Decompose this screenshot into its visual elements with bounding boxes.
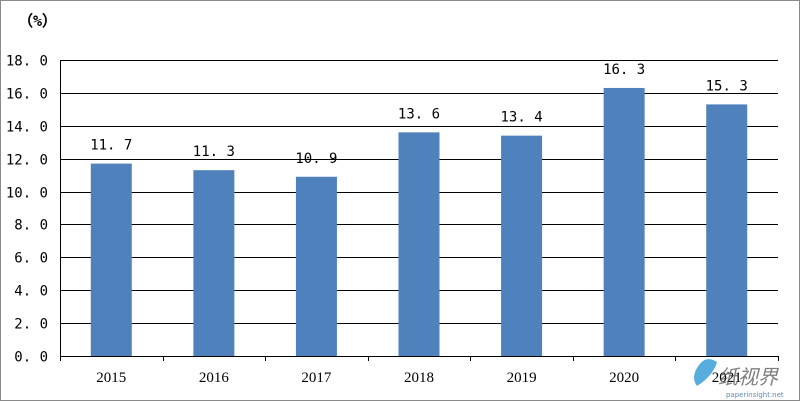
watermark: 纸视界 paperinsight.net (694, 359, 784, 399)
bar (603, 87, 645, 356)
x-tick-label: 2018 (404, 370, 434, 386)
watermark-logo-icon (694, 359, 717, 386)
x-tick-label: 2021 (712, 370, 742, 386)
y-tick-label: 14. 0 (6, 120, 48, 136)
bar (501, 135, 543, 356)
y-tick-label: 6. 0 (14, 251, 48, 267)
y-tick-label: 4. 0 (14, 284, 48, 300)
bar (706, 104, 748, 357)
bar (295, 176, 337, 356)
data-label: 13. 6 (398, 106, 440, 122)
x-tick-label: 2015 (96, 370, 126, 386)
bar (398, 132, 440, 356)
y-tick-label: 12. 0 (6, 153, 48, 169)
x-tick-labels: 2015 2016 2017 2018 2019 2020 2021 (96, 370, 741, 386)
data-labels: 11. 7 11. 3 10. 9 13. 6 13. 4 16. 3 15. 3 (90, 62, 748, 167)
watermark-url: paperinsight.net (726, 391, 784, 399)
bars (90, 87, 748, 357)
data-label: 15. 3 (706, 78, 748, 94)
x-tick-label: 2017 (301, 370, 332, 386)
data-label: 11. 7 (90, 138, 132, 154)
data-label: 11. 3 (193, 144, 235, 160)
y-unit-label: （%） (18, 12, 57, 30)
data-label: 10. 9 (295, 151, 337, 167)
y-tick-label: 0. 0 (14, 350, 48, 366)
gridlines (60, 60, 779, 361)
y-tick-label: 2. 0 (14, 317, 48, 333)
y-tick-label: 10. 0 (6, 186, 48, 202)
bar (90, 163, 132, 356)
watermark-text: 纸视界 (718, 365, 779, 389)
x-tick-label: 2019 (507, 370, 537, 386)
x-tick-label: 2016 (199, 370, 230, 386)
data-label: 16. 3 (603, 62, 645, 78)
y-tick-label: 18. 0 (6, 54, 48, 70)
y-tick-label: 16. 0 (6, 87, 48, 103)
bar (193, 170, 235, 356)
y-tick-labels: 0. 0 2. 0 4. 0 6. 0 8. 0 10. 0 12. 0 14. 0 16. 0… (6, 54, 48, 366)
y-tick-label: 8. 0 (14, 218, 48, 234)
data-label: 13. 4 (500, 110, 542, 126)
x-tick-label: 2020 (609, 370, 639, 386)
